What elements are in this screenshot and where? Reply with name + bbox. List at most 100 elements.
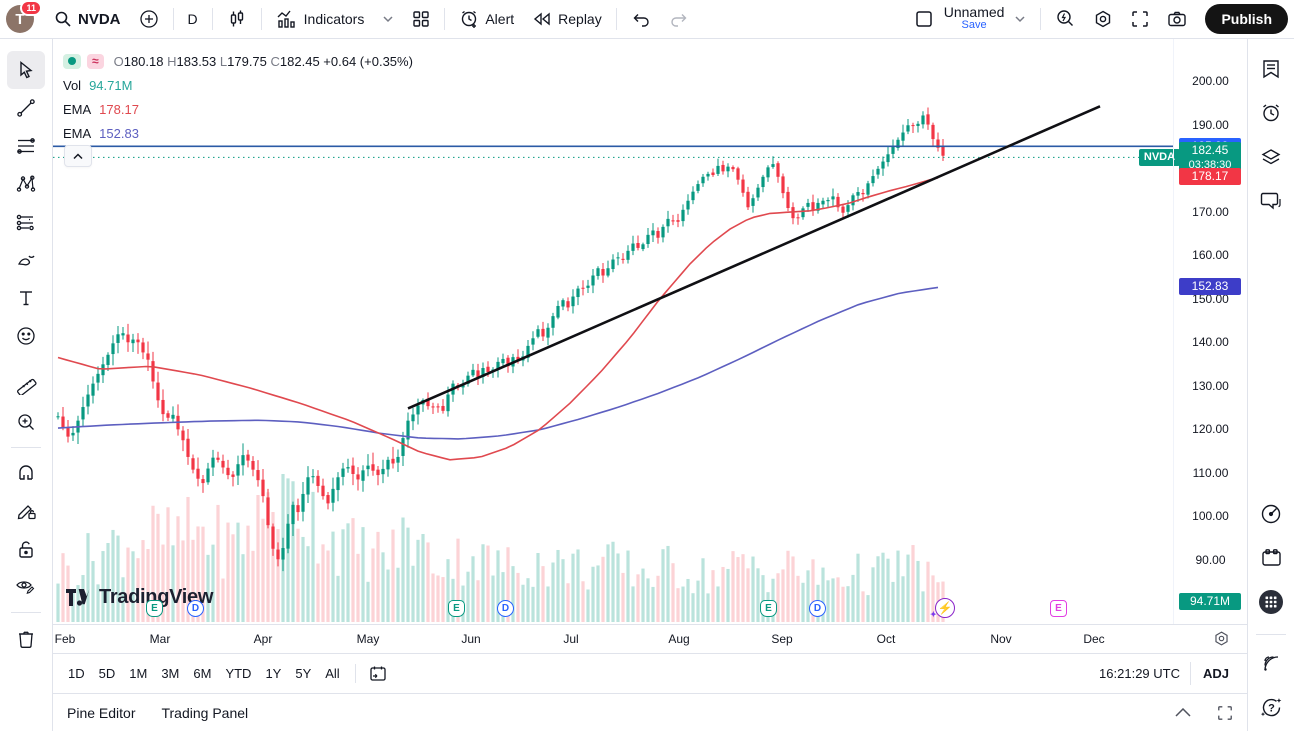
help-button[interactable]: ? xyxy=(1252,687,1290,727)
emoji-tool-button[interactable] xyxy=(7,317,45,355)
dividend-badge[interactable]: D xyxy=(809,600,826,617)
hotlists-button[interactable] xyxy=(1252,494,1290,534)
chart-style-button[interactable] xyxy=(219,5,255,33)
volume-bar xyxy=(491,575,495,622)
range-button-3m[interactable]: 3M xyxy=(161,666,180,681)
earnings-badge[interactable]: E xyxy=(448,600,465,617)
price-tick: 100.00 xyxy=(1192,509,1229,524)
volume-legend-row[interactable]: Vol 94.71M xyxy=(63,73,413,97)
ema-fast-legend-row[interactable]: EMA 178.17 xyxy=(63,97,413,121)
indicators-button[interactable]: Indicators xyxy=(268,5,373,33)
adjust-data-toggle[interactable]: ADJ xyxy=(1189,662,1237,685)
candle-body xyxy=(271,526,275,549)
avatar-letter: T xyxy=(15,10,25,28)
volume-bar xyxy=(246,525,250,622)
candle-body xyxy=(531,338,535,345)
layout-menu-button[interactable] xyxy=(1006,9,1034,29)
snapshot-button[interactable] xyxy=(1159,6,1195,32)
ema-slow-value: 152.83 xyxy=(99,125,139,141)
candle-body xyxy=(796,217,800,219)
tab-trading-panel[interactable]: Trading Panel xyxy=(161,704,249,721)
range-button-5y[interactable]: 5Y xyxy=(295,666,312,681)
cursor-tool-button[interactable] xyxy=(7,51,45,89)
price-axis[interactable]: 200.00 190.00 170.00 160.00 150.00 140.00 130.… xyxy=(1173,39,1247,624)
earnings-badge[interactable]: E xyxy=(146,600,163,617)
upcoming-event-badge[interactable]: ⚡ ✦ xyxy=(930,598,955,619)
replay-button[interactable]: Replay xyxy=(524,6,610,32)
measure-tool-button[interactable] xyxy=(7,365,45,403)
time-axis[interactable]: Feb Mar Apr May Jun Jul Aug Sep Oct Nov Dec xyxy=(53,624,1247,653)
range-button-ytd[interactable]: YTD xyxy=(225,666,252,681)
ema-slow-legend-row[interactable]: EMA 152.83 xyxy=(63,121,413,145)
gear-icon xyxy=(1093,9,1113,29)
market-status-pill[interactable] xyxy=(63,53,81,69)
dividend-badge[interactable]: D xyxy=(187,600,204,617)
remove-drawings-button[interactable] xyxy=(7,619,45,657)
object-tree-button[interactable] xyxy=(1252,137,1290,177)
drawing-mode-button[interactable] xyxy=(7,492,45,530)
collapse-line-button[interactable] xyxy=(64,145,92,167)
approx-data-pill[interactable]: ≈ xyxy=(87,53,104,69)
volume-bar xyxy=(556,549,560,622)
range-button-1d[interactable]: 1D xyxy=(68,666,85,681)
undo-button[interactable] xyxy=(623,7,659,31)
price-tick: 90.00 xyxy=(1195,552,1226,567)
volume-bar xyxy=(801,582,805,622)
magnet-mode-button[interactable] xyxy=(7,454,45,492)
tab-pine-editor[interactable]: Pine Editor xyxy=(67,704,136,721)
pattern-tool-button[interactable] xyxy=(7,165,45,203)
volume-bar xyxy=(611,541,615,622)
apps-grid-button[interactable] xyxy=(1252,582,1290,622)
user-avatar[interactable]: T 11 xyxy=(6,0,42,33)
fib-retracement-tool-button[interactable] xyxy=(7,127,45,165)
candle-body xyxy=(481,368,485,377)
hide-drawings-button[interactable] xyxy=(7,568,45,606)
future-earnings-badge[interactable]: E xyxy=(1050,600,1067,617)
save-layout-button[interactable]: Unnamed Save xyxy=(944,5,1005,32)
symbol-search-button[interactable]: NVDA xyxy=(46,6,129,32)
range-button-all[interactable]: All xyxy=(325,666,340,681)
layout-select-button[interactable] xyxy=(906,5,942,33)
goto-date-button[interactable] xyxy=(354,664,388,683)
chat-button[interactable] xyxy=(1252,181,1290,221)
axis-settings-gear-icon[interactable] xyxy=(1213,630,1230,647)
indicator-templates-button[interactable] xyxy=(374,9,402,29)
publish-button[interactable]: Publish xyxy=(1205,4,1288,34)
range-button-6m[interactable]: 6M xyxy=(193,666,212,681)
chart-pane[interactable]: ≈ O180.18 H183.53 L179.75 C182.45 +0.64 … xyxy=(53,39,1247,624)
volume-bar xyxy=(846,586,850,622)
volume-bar xyxy=(871,567,875,622)
alerts-button[interactable] xyxy=(1252,93,1290,133)
candle-body xyxy=(786,191,790,209)
forecast-tool-button[interactable] xyxy=(7,203,45,241)
candle-body xyxy=(636,242,640,248)
watchlist-button[interactable] xyxy=(1252,49,1290,89)
calendar-button[interactable] xyxy=(1252,538,1290,578)
alert-button[interactable]: Alert xyxy=(451,5,522,33)
streams-button[interactable] xyxy=(1252,643,1290,683)
redo-button[interactable] xyxy=(661,7,697,31)
interval-button[interactable]: D xyxy=(180,7,206,31)
dividend-badge[interactable]: D xyxy=(497,600,514,617)
range-button-5d[interactable]: 5D xyxy=(98,666,116,681)
fullscreen-button[interactable] xyxy=(1123,6,1157,32)
toolbar-divider xyxy=(11,612,41,613)
brush-tool-button[interactable] xyxy=(7,241,45,279)
trend-line-tool-button[interactable] xyxy=(7,89,45,127)
lock-drawings-button[interactable] xyxy=(7,530,45,568)
session-clock[interactable]: 16:21:29 UTC xyxy=(1099,666,1180,681)
quick-search-button[interactable] xyxy=(1047,5,1083,33)
add-symbol-button[interactable] xyxy=(131,5,167,33)
price-chart-canvas[interactable] xyxy=(53,39,1173,624)
range-button-1m[interactable]: 1M xyxy=(129,666,148,681)
maximize-panel-icon[interactable] xyxy=(1217,705,1233,721)
zoom-in-tool-button[interactable] xyxy=(7,403,45,441)
expand-panel-chevron-icon[interactable] xyxy=(1175,708,1191,717)
range-button-1y[interactable]: 1Y xyxy=(265,666,282,681)
settings-button[interactable] xyxy=(1085,5,1121,33)
grid-layout-button[interactable] xyxy=(404,6,438,32)
earnings-badge[interactable]: E xyxy=(760,600,777,617)
candle-body xyxy=(161,399,165,415)
volume-bar xyxy=(501,572,505,622)
text-tool-button[interactable] xyxy=(7,279,45,317)
